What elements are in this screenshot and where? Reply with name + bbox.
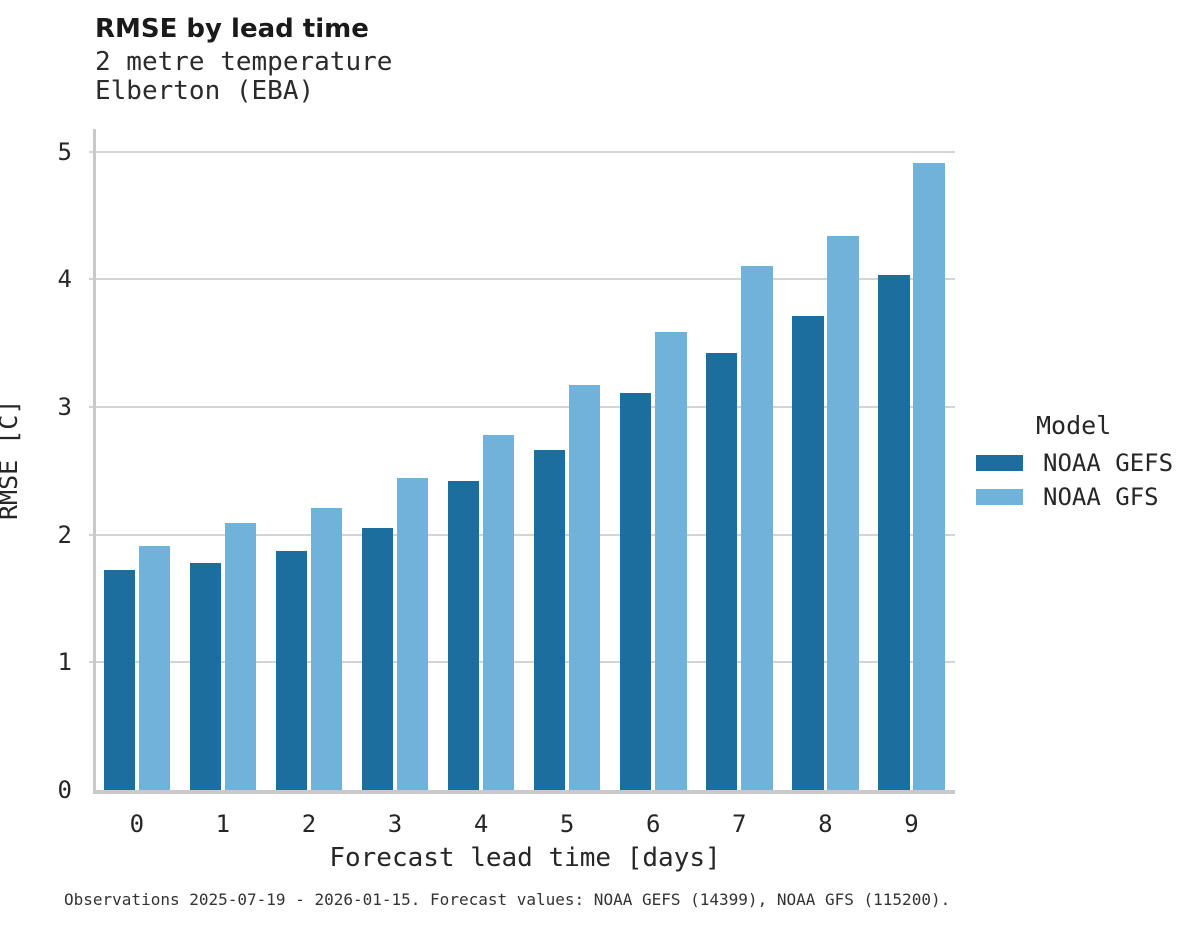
gridline-2 bbox=[89, 533, 955, 536]
chart-subtitle-variable: 2 metre temperature bbox=[95, 47, 393, 77]
bar-noaa-gfs-day-3 bbox=[396, 478, 429, 790]
x-tick-label-2: 2 bbox=[301, 810, 317, 838]
legend-swatch-noaa-gfs bbox=[976, 489, 1023, 505]
legend-title: Model bbox=[1036, 411, 1112, 440]
legend-entry-noaa-gefs: NOAA GEFS bbox=[976, 450, 1173, 476]
chart-caption: Observations 2025-07-19 - 2026-01-15. Fo… bbox=[64, 890, 951, 909]
bar-noaa-gefs-day-8 bbox=[792, 316, 824, 790]
y-tick-label-4: 4 bbox=[57, 265, 72, 294]
bar-noaa-gefs-day-4 bbox=[447, 480, 480, 790]
gridline-3 bbox=[89, 405, 955, 408]
y-tick-label-0: 0 bbox=[57, 776, 72, 804]
bar-noaa-gfs-day-0 bbox=[138, 546, 171, 790]
x-tick-label-9: 9 bbox=[904, 810, 919, 838]
y-axis-label: RMSE [C] bbox=[0, 399, 23, 520]
y-tick-label-2: 2 bbox=[57, 520, 72, 549]
bar-noaa-gfs-day-1 bbox=[224, 523, 257, 790]
bar-noaa-gefs-day-5 bbox=[533, 450, 566, 790]
bar-noaa-gefs-day-9 bbox=[878, 275, 910, 790]
legend-label-noaa-gefs: NOAA GEFS bbox=[1043, 449, 1174, 477]
bar-noaa-gfs-day-9 bbox=[913, 162, 945, 790]
x-tick-label-1: 1 bbox=[215, 810, 231, 838]
x-tick-label-7: 7 bbox=[732, 810, 747, 838]
x-axis-label: Forecast lead time [days] bbox=[329, 843, 721, 873]
chart-subtitle-station: Elberton (EBA) bbox=[95, 76, 315, 106]
x-tick-label-0: 0 bbox=[129, 810, 145, 838]
bar-noaa-gfs-day-6 bbox=[655, 331, 687, 790]
gridline-5 bbox=[89, 150, 955, 153]
y-tick-label-3: 3 bbox=[57, 392, 72, 421]
legend-label-noaa-gfs: NOAA GFS bbox=[1043, 483, 1159, 511]
x-tick-label-6: 6 bbox=[645, 810, 661, 838]
y-tick-label-5: 5 bbox=[57, 137, 72, 166]
bar-noaa-gefs-day-2 bbox=[275, 551, 308, 790]
gridline-4 bbox=[89, 278, 955, 281]
x-tick-label-5: 5 bbox=[559, 810, 575, 838]
bar-noaa-gfs-day-8 bbox=[827, 235, 859, 790]
bar-noaa-gfs-day-7 bbox=[741, 266, 773, 790]
x-tick-label-3: 3 bbox=[387, 810, 403, 838]
x-tick-label-4: 4 bbox=[473, 810, 489, 838]
bar-noaa-gefs-day-6 bbox=[619, 392, 652, 790]
bar-noaa-gefs-day-0 bbox=[103, 570, 135, 790]
legend-swatch-noaa-gefs bbox=[976, 455, 1023, 471]
x-tick-label-8: 8 bbox=[818, 810, 833, 838]
y-tick-label-1: 1 bbox=[57, 648, 72, 677]
y-axis-spine bbox=[93, 129, 96, 794]
legend-entry-noaa-gfs: NOAA GFS bbox=[976, 484, 1159, 510]
bar-noaa-gefs-day-7 bbox=[705, 353, 738, 790]
bar-noaa-gfs-day-5 bbox=[568, 385, 601, 790]
x-axis-spine bbox=[93, 790, 955, 794]
gridline-1 bbox=[89, 661, 955, 664]
bar-noaa-gfs-day-4 bbox=[482, 434, 515, 790]
chart-title: RMSE by lead time bbox=[95, 14, 369, 44]
bar-noaa-gfs-day-2 bbox=[310, 507, 343, 790]
bar-noaa-gefs-day-1 bbox=[189, 562, 222, 790]
bar-noaa-gefs-day-3 bbox=[361, 528, 394, 790]
